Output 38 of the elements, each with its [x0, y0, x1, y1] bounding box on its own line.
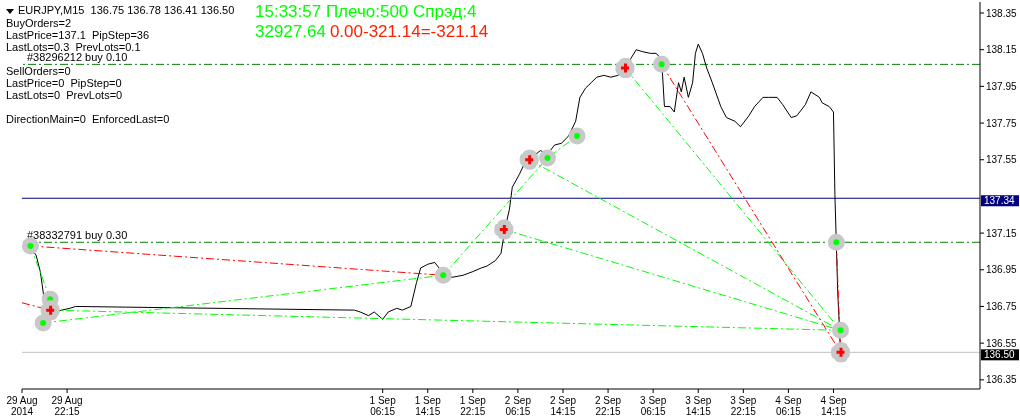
y-tick-label: 136.75 — [986, 301, 1018, 313]
chart-title: EURJPY,M15 136.75 136.78 136.41 136.50 — [18, 4, 235, 16]
annotation: DirectionMain=0 EnforcedLast=0 — [6, 113, 170, 126]
x-tick-label: 2 Sep 14:15 — [549, 395, 577, 417]
x-tick-label: 3 Sep 14:15 — [685, 395, 712, 417]
x-tick-label: 2 Sep 22:15 — [595, 395, 622, 417]
annotation: LastLots=0 PrevLots=0 — [6, 89, 123, 102]
y-tick-label: 137.15 — [986, 227, 1018, 239]
x-tick-label: 29 Aug 22:15 — [51, 395, 83, 417]
y-tick-label: 138.35 — [986, 7, 1018, 19]
y-tick-label: 138.15 — [986, 44, 1018, 56]
x-tick-label: 4 Sep 14:15 — [820, 395, 847, 417]
annotation: 0.00-321.14=-321.14 — [329, 22, 489, 42]
y-tick-label: 136.35 — [986, 374, 1018, 386]
y-tick-label: 137.75 — [986, 117, 1018, 129]
annotation: LastLots=0.3 PrevLots=0.1 — [6, 41, 141, 53]
annotation: 15:33:57 Плечо:500 Спрэд:4 — [255, 2, 477, 22]
x-tick-label: 3 Sep 22:15 — [730, 395, 757, 417]
x-tick-label: 1 Sep 22:15 — [459, 395, 487, 417]
x-tick-label: 3 Sep 06:15 — [640, 395, 667, 417]
x-tick-label: 29 Aug 2014 — [6, 395, 38, 417]
annotation: LastPrice=137.1 PipStep=36 — [6, 29, 150, 42]
ref-line-label: 136.50 — [984, 349, 1016, 361]
annotation: SellOrders=0 — [6, 65, 71, 78]
y-tick-label: 137.55 — [986, 154, 1018, 166]
y-tick-label: 137.95 — [986, 80, 1018, 92]
ref-line-label: #38296212 buy 0.10 — [27, 51, 128, 64]
annotation: BuyOrders=2 — [6, 17, 72, 30]
x-tick-label: 1 Sep 06:15 — [369, 395, 397, 417]
x-tick-label: 4 Sep 06:15 — [775, 395, 802, 417]
annotation: LastPrice=0 PipStep=0 — [6, 77, 122, 90]
x-tick-label: 1 Sep 14:15 — [414, 395, 442, 417]
x-tick-label: 2 Sep 06:15 — [504, 395, 532, 417]
y-tick-label: 136.55 — [986, 337, 1018, 349]
ref-line-label: #38332791 buy 0.30 — [27, 229, 128, 242]
annotation: 32927.64 — [255, 22, 326, 42]
ref-line-label: 137.34 — [984, 195, 1016, 207]
y-tick-label: 136.95 — [986, 264, 1018, 276]
